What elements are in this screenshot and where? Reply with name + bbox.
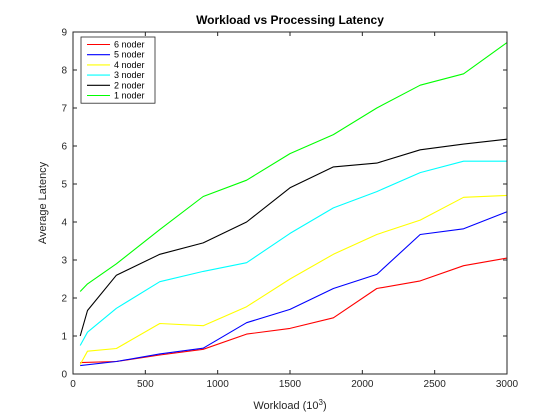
plot-lines bbox=[79, 42, 508, 367]
x-axis-label-tail: ) bbox=[323, 400, 327, 412]
y-tick-label: 7 bbox=[61, 104, 67, 115]
series-line-3-noder bbox=[79, 160, 507, 346]
y-tick-label: 1 bbox=[61, 332, 67, 343]
legend-label-2-noder: 2 noder bbox=[114, 80, 145, 90]
axis-ticks: 0 500 1000 1500 2000 2500 3000 0 1 2 3 4 5 6 7 8 9 bbox=[61, 28, 518, 391]
y-tick-label: 6 bbox=[61, 142, 67, 153]
x-axis-label-superscript: 3 bbox=[319, 398, 324, 407]
y-tick-label: 4 bbox=[61, 218, 67, 229]
y-axis-label: Average Latency bbox=[37, 161, 49, 244]
x-tick-label: 2000 bbox=[351, 379, 374, 390]
legend-label-5-noder: 5 noder bbox=[114, 50, 145, 60]
series-line-4-noder bbox=[79, 194, 508, 365]
x-tick-label: 1000 bbox=[207, 379, 230, 390]
legend-box bbox=[80, 36, 156, 104]
x-axis-label: Workload (103) bbox=[253, 398, 326, 413]
y-tick-label: 3 bbox=[61, 256, 67, 267]
x-tick-label: 2500 bbox=[424, 379, 447, 390]
chart-title: Workload vs Processing Latency bbox=[196, 13, 384, 27]
legend-label-6-noder: 6 noder bbox=[114, 40, 145, 50]
x-tick-label: 0 bbox=[70, 379, 76, 390]
x-tick-label: 1500 bbox=[279, 379, 302, 390]
y-tick-label: 9 bbox=[61, 28, 67, 39]
y-tick-label: 8 bbox=[61, 66, 67, 77]
series-line-6-noder bbox=[80, 257, 508, 364]
legend-label-3-noder: 3 noder bbox=[114, 70, 145, 80]
x-tick-label: 500 bbox=[137, 379, 154, 390]
y-tick-label: 2 bbox=[61, 294, 67, 305]
series-line-1-noder bbox=[79, 42, 508, 292]
y-tick-label: 0 bbox=[61, 370, 67, 381]
series-line-5-noder bbox=[80, 211, 508, 367]
legend-label-4-noder: 4 noder bbox=[114, 60, 145, 70]
legend-label-1-noder: 1 noder bbox=[114, 91, 145, 101]
x-tick-label: 3000 bbox=[496, 379, 519, 390]
series-line-2-noder bbox=[79, 138, 508, 337]
y-tick-label: 5 bbox=[61, 180, 67, 191]
x-axis-label-main: Workload (10 bbox=[253, 400, 318, 412]
